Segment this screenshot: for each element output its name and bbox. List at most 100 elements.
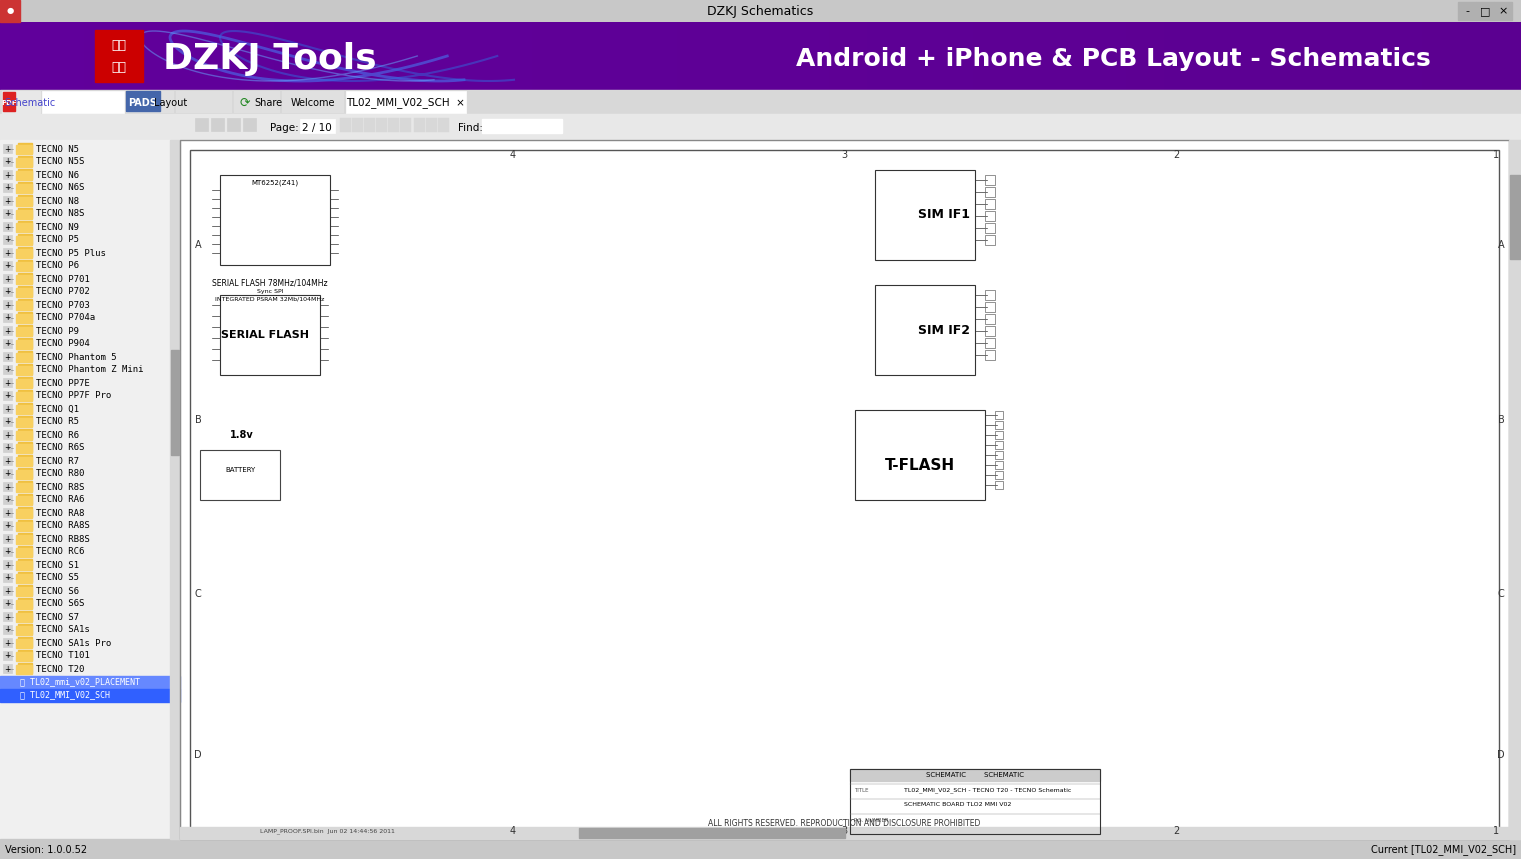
Bar — [3, 638, 12, 647]
Text: TECNO P904: TECNO P904 — [37, 339, 90, 349]
Bar — [3, 144, 12, 153]
Bar — [17, 600, 32, 609]
Text: +: + — [5, 625, 11, 635]
Text: SERIAL FLASH 78MHz/104MHz: SERIAL FLASH 78MHz/104MHz — [213, 278, 329, 288]
Text: TITLE: TITLE — [855, 788, 868, 793]
Bar — [984, 175, 995, 185]
Bar — [17, 340, 32, 349]
Bar — [18, 260, 32, 270]
Bar — [18, 494, 32, 504]
Bar — [3, 339, 12, 348]
Bar — [17, 236, 32, 245]
Bar — [18, 182, 32, 192]
Bar — [281, 91, 344, 113]
Text: SCHEMATIC        SCHEMATIC: SCHEMATIC SCHEMATIC — [925, 772, 1024, 778]
Bar — [18, 611, 32, 621]
Bar — [3, 625, 12, 634]
Text: +: + — [5, 547, 11, 557]
Bar — [18, 338, 32, 348]
Bar — [18, 416, 32, 426]
Text: 科技: 科技 — [111, 61, 126, 74]
Bar — [17, 223, 32, 232]
Bar — [3, 248, 12, 257]
Bar — [17, 184, 32, 193]
Bar — [17, 431, 32, 440]
Bar — [17, 522, 32, 531]
Text: +: + — [5, 248, 11, 258]
Bar — [18, 351, 32, 361]
Text: TECNO N8: TECNO N8 — [37, 197, 79, 205]
Text: +: + — [5, 470, 11, 478]
Bar — [190, 150, 1500, 829]
Bar — [3, 586, 12, 595]
Bar — [3, 456, 12, 465]
Text: 3: 3 — [841, 150, 847, 160]
Bar — [126, 91, 173, 113]
Text: B: B — [195, 415, 201, 424]
Bar — [17, 366, 32, 375]
Bar — [18, 455, 32, 465]
Text: +: + — [5, 509, 11, 517]
Bar — [426, 118, 437, 132]
Bar — [211, 118, 224, 131]
Bar — [984, 338, 995, 348]
Text: A: A — [195, 240, 201, 250]
Bar — [1510, 175, 1519, 259]
Bar — [18, 325, 32, 335]
Bar — [3, 391, 12, 400]
Bar — [3, 560, 12, 569]
Bar — [18, 650, 32, 660]
Text: +: + — [5, 379, 11, 387]
Bar — [17, 392, 32, 401]
Bar — [221, 175, 330, 265]
Text: +: + — [5, 352, 11, 362]
Text: +: + — [5, 222, 11, 231]
Text: TECNO S1: TECNO S1 — [37, 561, 79, 570]
Text: 2: 2 — [1174, 826, 1180, 836]
Bar — [351, 118, 364, 132]
Text: 1: 1 — [1492, 826, 1498, 836]
Bar — [179, 827, 1509, 839]
Text: LAMP_PROOF.SPI.bin  Jun 02 14:44:56 2011: LAMP_PROOF.SPI.bin Jun 02 14:44:56 2011 — [260, 828, 395, 834]
Text: +: + — [5, 483, 11, 491]
Text: SCHEMATIC BOARD TLO2 MMI V02: SCHEMATIC BOARD TLO2 MMI V02 — [905, 802, 1011, 807]
Bar — [17, 574, 32, 583]
Bar — [984, 350, 995, 360]
Text: +: + — [5, 443, 11, 453]
Bar — [170, 140, 179, 839]
Bar — [18, 585, 32, 595]
Text: SIM IF2: SIM IF2 — [919, 324, 970, 337]
Text: 1.8v: 1.8v — [230, 430, 254, 440]
Text: ●: ● — [6, 7, 14, 15]
Text: SERIAL FLASH: SERIAL FLASH — [221, 330, 309, 340]
Bar — [17, 249, 32, 258]
Bar — [984, 211, 995, 221]
Bar — [18, 520, 32, 530]
Bar — [995, 481, 1002, 489]
Bar — [17, 626, 32, 635]
Bar — [17, 288, 32, 297]
Bar — [17, 639, 32, 648]
Bar — [17, 457, 32, 466]
Text: +: + — [5, 170, 11, 180]
Bar — [18, 572, 32, 582]
Bar — [18, 364, 32, 374]
Bar — [0, 114, 1521, 140]
Text: TECNO Q1: TECNO Q1 — [37, 405, 79, 413]
Text: ALL RIGHTS RESERVED. REPRODUCTION AND DISCLOSURE PROHIBITED: ALL RIGHTS RESERVED. REPRODUCTION AND DI… — [709, 819, 981, 828]
Bar — [17, 483, 32, 492]
Bar — [18, 663, 32, 673]
Text: +: + — [5, 534, 11, 544]
Text: PDF: PDF — [2, 100, 17, 106]
Bar — [984, 223, 995, 233]
Bar — [345, 91, 465, 113]
Bar — [18, 481, 32, 491]
Text: +: + — [5, 638, 11, 648]
Bar — [875, 170, 975, 260]
Bar — [18, 468, 32, 478]
Text: +: + — [5, 275, 11, 283]
Text: 📄 TL02_mmi_v02_PLACEMENT: 📄 TL02_mmi_v02_PLACEMENT — [20, 678, 140, 686]
Text: TECNO N8S: TECNO N8S — [37, 210, 84, 218]
Bar — [3, 547, 12, 556]
Bar — [984, 199, 995, 209]
